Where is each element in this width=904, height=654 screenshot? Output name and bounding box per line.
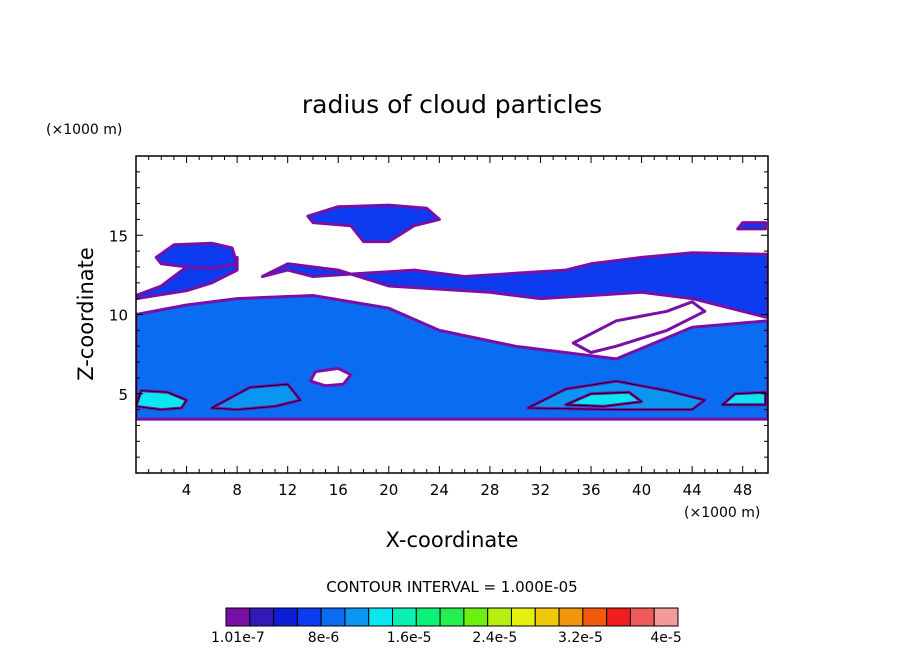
colorbar-label: 1.01e-7 — [211, 630, 265, 646]
x-tick-label: 20 — [379, 481, 398, 499]
colorbar: 1.01e-7 8e-6 1.6e-5 2.4e-5 3.2e-5 4e-5 — [211, 607, 682, 646]
contour-line-core-far-right — [721, 391, 766, 406]
colorbar-swatch — [320, 607, 346, 627]
contour-region-mid-upper-cloud — [260, 251, 768, 320]
colorbar-label: 3.2e-5 — [558, 630, 603, 646]
y-axis-label: Z-coordinate — [74, 247, 98, 381]
x-tick-label: 24 — [430, 481, 449, 499]
colorbar-swatch — [463, 607, 489, 627]
contour-region-gap-right — [571, 300, 707, 354]
contour-line-core-right-bright — [565, 391, 643, 407]
colorbar-label: 8e-6 — [308, 630, 340, 646]
x-tick-label: 36 — [581, 481, 600, 499]
colorbar-label: 4e-5 — [650, 630, 681, 646]
colorbar-swatch — [392, 607, 417, 627]
colorbar-swatch — [273, 607, 298, 627]
y-axis-unit: (×1000 m) — [46, 122, 122, 138]
colorbar-swatch — [344, 607, 370, 627]
y-tick-label: 15 — [109, 227, 128, 245]
colorbar-label: 2.4e-5 — [472, 630, 517, 646]
colorbar-swatch — [439, 607, 465, 627]
chart-title: radius of cloud particles — [302, 90, 602, 119]
colorbar-swatch — [558, 607, 584, 627]
contour-region-right-cap — [736, 221, 767, 231]
colorbar-swatch — [415, 607, 441, 627]
colorbar-swatch — [225, 607, 251, 627]
colorbar-label: 1.6e-5 — [387, 630, 432, 646]
contour-interval: CONTOUR INTERVAL = 1.000E-05 — [326, 578, 577, 596]
colorbar-swatch — [582, 607, 608, 627]
colorbar-swatch — [629, 607, 655, 627]
x-axis-label: X-coordinate — [386, 528, 519, 552]
contour-region-upper-left-cap — [154, 241, 239, 270]
y-tick-label: 10 — [109, 307, 128, 325]
x-tick-label: 16 — [329, 481, 348, 499]
x-tick-label: 8 — [232, 481, 242, 499]
x-tick-label: 12 — [278, 481, 297, 499]
x-tick-label: 32 — [531, 481, 550, 499]
y-tick-label: 5 — [118, 386, 128, 404]
colorbar-swatch — [606, 607, 631, 627]
x-tick-label: 40 — [632, 481, 651, 499]
x-axis-unit: (×1000 m) — [684, 505, 760, 521]
x-tick-label: 48 — [733, 481, 752, 499]
colorbar-swatch — [249, 607, 275, 627]
contour-region-top-cloud — [306, 203, 441, 244]
contour-line-core-mid — [210, 383, 301, 411]
x-tick-label: 4 — [182, 481, 192, 499]
colorbar-swatch — [296, 607, 322, 627]
x-tick-label: 44 — [683, 481, 702, 499]
contour-line-core-low — [136, 390, 188, 411]
colorbar-swatch — [510, 607, 536, 627]
colorbar-swatch — [487, 607, 512, 627]
x-tick-label: 28 — [480, 481, 499, 499]
colorbar-swatch — [534, 607, 560, 627]
contour-region-gap-center — [308, 366, 353, 388]
colorbar-swatch — [368, 607, 394, 627]
colorbar-swatch — [653, 607, 679, 627]
contour-line-core-right — [527, 380, 706, 411]
